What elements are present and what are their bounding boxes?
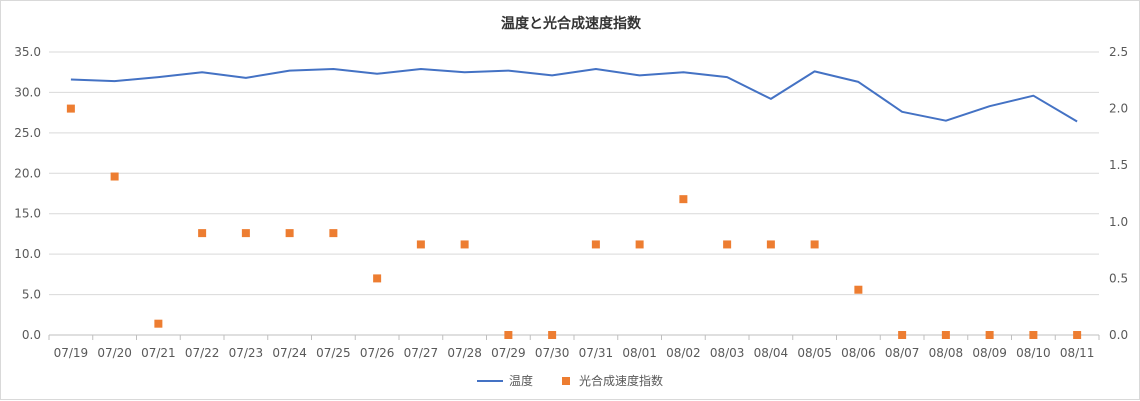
x-tick-label: 07/23 xyxy=(229,346,264,360)
x-tick-label: 08/04 xyxy=(754,346,789,360)
x-tick-label: 08/02 xyxy=(666,346,701,360)
legend-label: 温度 xyxy=(509,373,533,388)
x-tick-label: 07/29 xyxy=(491,346,526,360)
series-layer xyxy=(66,68,1082,339)
x-tick-label: 07/30 xyxy=(535,346,570,360)
right-tick-label: 2.5 xyxy=(1109,45,1128,59)
x-tick-label: 08/07 xyxy=(885,346,920,360)
data-point-photosynthesis xyxy=(854,285,863,294)
left-tick-label: 20.0 xyxy=(14,166,41,180)
left-tick-label: 35.0 xyxy=(14,45,41,59)
x-tick-label: 08/11 xyxy=(1060,346,1095,360)
x-tick-label: 07/22 xyxy=(185,346,220,360)
x-tick-label: 07/25 xyxy=(316,346,351,360)
x-tick-label: 08/09 xyxy=(972,346,1007,360)
x-tick-label: 08/01 xyxy=(622,346,657,360)
chart-title: 温度と光合成速度指数 xyxy=(501,15,642,32)
right-tick-label: 0.5 xyxy=(1109,271,1128,285)
data-point-photosynthesis xyxy=(635,240,644,249)
x-tick-label: 07/21 xyxy=(141,346,176,360)
right-tick-label: 1.0 xyxy=(1109,215,1128,229)
x-tick-label: 08/06 xyxy=(841,346,876,360)
data-point-photosynthesis xyxy=(679,195,688,204)
x-tick-label: 07/26 xyxy=(360,346,395,360)
data-point-photosynthesis xyxy=(504,331,513,339)
data-point-photosynthesis xyxy=(941,331,950,339)
x-tick-label: 08/03 xyxy=(710,346,745,360)
data-point-photosynthesis xyxy=(241,229,250,238)
x-tick-label: 07/20 xyxy=(97,346,132,360)
data-point-photosynthesis xyxy=(548,331,557,339)
data-point-photosynthesis xyxy=(766,240,775,249)
data-point-photosynthesis xyxy=(1029,331,1038,339)
left-axis-ticks: 0.0 5.0 10.0 15.0 20.0 25.0 30.0 35.0 xyxy=(14,45,41,342)
data-point-photosynthesis xyxy=(416,240,425,249)
data-point-photosynthesis xyxy=(1073,331,1082,339)
left-tick-label: 30.0 xyxy=(14,85,41,99)
right-tick-label: 1.5 xyxy=(1109,158,1128,172)
data-point-photosynthesis xyxy=(591,240,600,249)
gridlines xyxy=(48,51,1100,340)
right-axis-ticks: 0.0 0.5 1.0 1.5 2.0 2.5 xyxy=(1109,45,1128,342)
left-tick-label: 5.0 xyxy=(22,288,41,302)
x-tick-label: 07/31 xyxy=(579,346,614,360)
data-point-photosynthesis xyxy=(198,229,207,238)
data-point-photosynthesis xyxy=(154,319,163,328)
data-point-photosynthesis xyxy=(898,331,907,339)
x-tick-label: 07/27 xyxy=(404,346,439,360)
data-point-photosynthesis xyxy=(373,274,382,283)
left-tick-label: 15.0 xyxy=(14,207,41,221)
data-point-photosynthesis xyxy=(285,229,294,238)
data-point-photosynthesis xyxy=(985,331,994,339)
x-tick-label: 07/19 xyxy=(54,346,89,360)
data-point-photosynthesis xyxy=(110,172,119,181)
right-tick-label: 2.0 xyxy=(1109,102,1128,116)
left-tick-label: 0.0 xyxy=(22,328,41,342)
data-point-photosynthesis xyxy=(723,240,732,249)
x-tick-label: 07/28 xyxy=(447,346,482,360)
data-point-photosynthesis xyxy=(329,229,338,238)
left-tick-label: 25.0 xyxy=(14,126,41,140)
x-axis-ticks: 07/19 07/20 07/21 07/22 07/23 07/24 07/25 07/26… xyxy=(54,346,1095,360)
data-point-photosynthesis xyxy=(66,104,75,113)
legend-marker-swatch xyxy=(562,377,570,385)
x-tick-label: 08/10 xyxy=(1016,346,1051,360)
right-tick-label: 0.0 xyxy=(1109,328,1128,342)
x-tick-label: 08/08 xyxy=(929,346,964,360)
left-tick-label: 10.0 xyxy=(14,247,41,261)
legend: 温度 光合成速度指数 xyxy=(477,373,663,388)
x-tick-label: 07/24 xyxy=(272,346,307,360)
legend-label: 光合成速度指数 xyxy=(579,373,663,388)
data-point-photosynthesis xyxy=(810,240,819,249)
series-line-temperature xyxy=(70,68,1078,123)
data-point-photosynthesis xyxy=(460,240,469,249)
x-tick-label: 08/05 xyxy=(797,346,832,360)
